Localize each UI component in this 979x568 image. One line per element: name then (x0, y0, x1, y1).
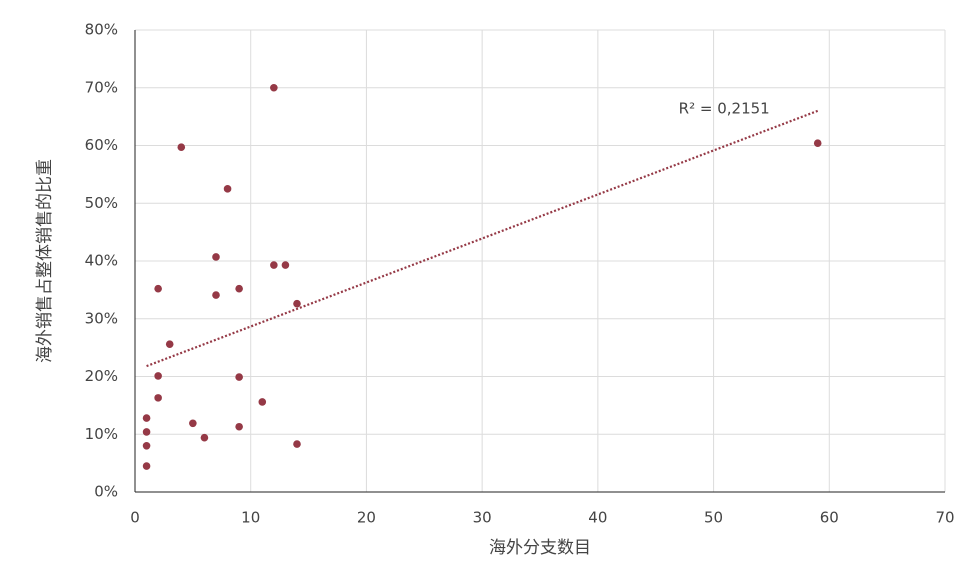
point (293, 299, 301, 308)
y-tick-label: 30% (85, 309, 118, 327)
x-tick-label: 20 (357, 509, 376, 527)
point (142, 428, 151, 436)
point (270, 83, 278, 92)
point (154, 394, 162, 402)
x-tick-label: 30 (473, 509, 492, 527)
point (281, 261, 290, 269)
point (813, 139, 822, 147)
point (212, 253, 220, 261)
point (212, 291, 220, 299)
x-tick-label: 70 (935, 509, 954, 527)
point (154, 372, 162, 380)
point (200, 433, 209, 442)
y-axis-label: 海外销售占整体销售的比重 (35, 159, 55, 363)
point (142, 442, 151, 450)
point (258, 398, 267, 406)
x-tick-label: 50 (704, 509, 723, 527)
x-tick-label: 40 (588, 509, 607, 527)
y-tick-label: 60% (85, 136, 118, 154)
point (235, 284, 243, 293)
y-tick-label: 50% (85, 194, 118, 212)
y-tick-label: 20% (85, 367, 118, 385)
point (177, 143, 186, 152)
point (165, 340, 174, 348)
x-axis-label: 海外分支数目 (489, 538, 591, 558)
point (142, 462, 151, 470)
point (235, 422, 243, 431)
y-tick-label: 40% (85, 252, 118, 270)
point (223, 185, 232, 193)
y-tick-label: 70% (85, 78, 118, 96)
y-tick-label: 80% (85, 21, 118, 39)
point (154, 284, 162, 293)
x-tick-label: 60 (820, 509, 839, 527)
y-tick-label: 0% (94, 483, 118, 501)
point (293, 440, 301, 448)
x-tick-label: 10 (241, 509, 260, 527)
point (189, 419, 197, 428)
trendline-label: R² = 0,2151 (679, 99, 770, 117)
point (142, 414, 151, 422)
point (235, 373, 243, 381)
x-tick-label: 0 (130, 509, 140, 527)
y-tick-label: 10% (85, 425, 118, 443)
point (270, 261, 278, 269)
